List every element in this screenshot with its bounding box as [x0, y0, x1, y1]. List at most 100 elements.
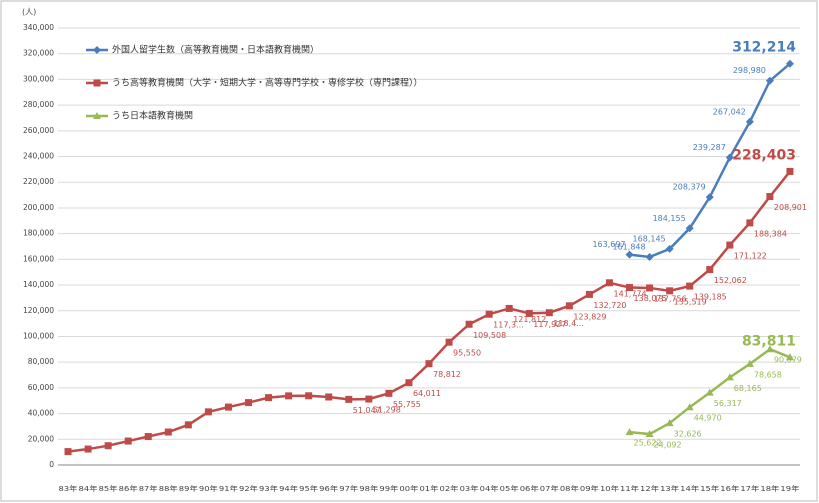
value-label: 44,970 — [694, 414, 722, 423]
x-tick-label: 89年 — [179, 484, 198, 493]
marker — [465, 320, 473, 328]
x-tick-label: 94年 — [279, 484, 298, 493]
value-label: 171,122 — [734, 252, 767, 261]
value-label: 78,812 — [433, 370, 461, 379]
value-label: 109,508 — [473, 331, 506, 340]
marker — [93, 79, 101, 87]
x-tick-label: 02年 — [440, 484, 459, 493]
value-label: 56,317 — [714, 399, 742, 408]
value-label: 267,042 — [713, 107, 746, 116]
legend-label: 外国人留学生数（高等教育機関・日本語教育機関） — [112, 44, 319, 56]
marker — [184, 421, 192, 429]
y-tick-label: 20,000 — [28, 434, 54, 443]
marker — [745, 117, 754, 126]
y-tick-label: 220,000 — [23, 177, 54, 186]
value-label: 228,403 — [732, 147, 796, 163]
y-tick-label: 180,000 — [23, 229, 54, 238]
marker — [104, 442, 112, 450]
value-label: 95,550 — [453, 349, 481, 358]
marker — [565, 302, 573, 310]
value-label: 51,047 — [353, 406, 381, 415]
marker — [625, 428, 634, 436]
marker — [725, 373, 734, 381]
y-tick-label: 120,000 — [23, 306, 54, 315]
y-tick-label: 240,000 — [23, 152, 54, 161]
marker — [765, 76, 774, 85]
marker — [445, 338, 453, 346]
y-unit: (人) — [22, 8, 36, 17]
value-label: 121,812 — [513, 315, 546, 324]
marker — [626, 284, 634, 292]
y-tick-label: 280,000 — [23, 100, 54, 109]
x-tick-label: 87年 — [139, 484, 158, 493]
marker — [505, 304, 513, 312]
marker — [345, 395, 353, 403]
x-tick-label: 18年 — [760, 484, 779, 493]
y-tick-label: 80,000 — [28, 357, 54, 366]
value-label: 163,697 — [592, 240, 625, 249]
marker — [144, 433, 152, 441]
x-tick-label: 04年 — [480, 484, 499, 493]
x-tick-label: 12年 — [640, 484, 659, 493]
value-label: 83,811 — [742, 333, 796, 349]
value-label: 55,755 — [393, 400, 421, 409]
marker — [84, 445, 92, 453]
value-label: 298,980 — [733, 66, 766, 75]
marker — [665, 419, 674, 427]
x-tick-label: 95年 — [299, 484, 318, 493]
value-label: 139,185 — [694, 293, 727, 302]
marker — [585, 290, 593, 298]
y-tick-label: 60,000 — [28, 383, 54, 392]
x-tick-label: 85年 — [99, 484, 118, 493]
marker — [224, 403, 232, 411]
marker — [605, 279, 613, 287]
marker — [685, 403, 694, 411]
x-tick-label: 84年 — [79, 484, 98, 493]
value-label: 141,774 — [613, 289, 646, 298]
marker — [545, 309, 553, 317]
y-tick-label: 300,000 — [23, 74, 54, 83]
x-tick-label: 00年 — [399, 484, 418, 493]
marker — [385, 389, 393, 397]
marker — [785, 353, 794, 361]
value-label: 117,927 — [533, 320, 566, 329]
marker — [666, 287, 674, 295]
marker — [665, 244, 674, 253]
x-tick-label: 03年 — [460, 484, 479, 493]
y-tick-label: 0 — [49, 460, 54, 469]
marker — [285, 392, 293, 400]
marker — [745, 359, 754, 367]
value-label: 68,165 — [734, 384, 762, 393]
value-label: 117,3... — [493, 321, 524, 330]
x-tick-label: 11年 — [620, 484, 639, 493]
marker — [265, 394, 273, 402]
x-tick-label: 88年 — [159, 484, 178, 493]
x-tick-label: 05年 — [500, 484, 519, 493]
marker — [93, 112, 101, 119]
value-label: 123,829 — [573, 312, 606, 321]
x-tick-label: 19年 — [780, 484, 799, 493]
value-label: 208,379 — [673, 183, 706, 192]
x-tick-label: 86年 — [119, 484, 138, 493]
marker — [765, 345, 774, 353]
value-label: 64,011 — [413, 389, 441, 398]
x-tick-label: 96年 — [319, 484, 338, 493]
y-tick-label: 200,000 — [23, 203, 54, 212]
x-tick-label: 07年 — [540, 484, 559, 493]
marker — [93, 46, 101, 54]
marker — [685, 224, 694, 233]
marker — [786, 167, 794, 175]
marker — [64, 448, 72, 456]
marker — [245, 399, 253, 407]
marker — [525, 309, 533, 317]
legend-label: うち日本語教育機関 — [112, 110, 193, 122]
x-tick-label: 10年 — [600, 484, 619, 493]
x-tick-label: 14年 — [680, 484, 699, 493]
value-label: 25,622 — [634, 439, 662, 448]
x-tick-label: 08年 — [560, 484, 579, 493]
marker — [725, 153, 734, 162]
marker — [365, 395, 373, 403]
x-tick-label: 98年 — [359, 484, 378, 493]
x-tick-label: 15年 — [700, 484, 719, 493]
x-tick-label: 83年 — [59, 484, 78, 493]
